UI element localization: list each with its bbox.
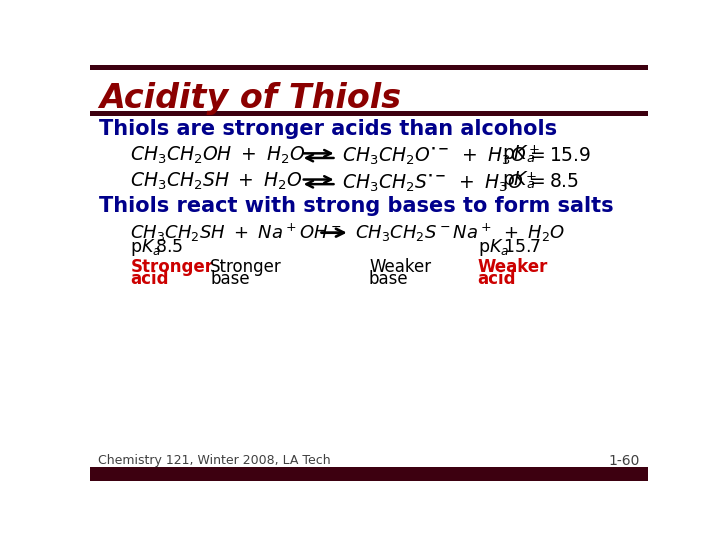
- Text: Weaker: Weaker: [369, 258, 431, 275]
- Text: Stronger: Stronger: [130, 258, 213, 275]
- Text: $CH_3CH_2OH\ +\ H_2O$: $CH_3CH_2OH\ +\ H_2O$: [130, 145, 305, 166]
- Text: Thiols react with strong bases to form salts: Thiols react with strong bases to form s…: [99, 195, 614, 215]
- Text: Weaker: Weaker: [477, 258, 548, 275]
- Text: Acidity of Thiols: Acidity of Thiols: [99, 82, 402, 115]
- Text: 1-60: 1-60: [609, 454, 640, 468]
- Text: $CH_3CH_2S^-Na^+\ +\ H_2O$: $CH_3CH_2S^-Na^+\ +\ H_2O$: [355, 221, 565, 244]
- Text: p$\mathit{K}_a$: p$\mathit{K}_a$: [503, 170, 536, 191]
- Text: acid: acid: [477, 270, 516, 288]
- FancyBboxPatch shape: [90, 111, 648, 116]
- Text: $CH_3CH_2O^{\boldsymbol{\cdot -}}\ +\ H_3O^+$: $CH_3CH_2O^{\boldsymbol{\cdot -}}\ +\ H_…: [342, 144, 540, 167]
- Text: $8.5$: $8.5$: [155, 238, 183, 256]
- Text: base: base: [369, 270, 409, 288]
- Text: Chemistry 121, Winter 2008, LA Tech: Chemistry 121, Winter 2008, LA Tech: [98, 454, 330, 467]
- Text: $CH_3CH_2SH\ +\ Na^+OH^-$: $CH_3CH_2SH\ +\ Na^+OH^-$: [130, 221, 342, 244]
- Text: $15.7$: $15.7$: [503, 238, 541, 256]
- Text: Stronger: Stronger: [210, 258, 282, 275]
- Text: $= 15.9$: $= 15.9$: [526, 146, 592, 165]
- Text: $CH_3CH_2SH\ +\ H_2O$: $CH_3CH_2SH\ +\ H_2O$: [130, 171, 302, 192]
- Text: p$\mathit{K}_a$: p$\mathit{K}_a$: [130, 237, 161, 258]
- Text: acid: acid: [130, 270, 168, 288]
- Text: $CH_3CH_2S^{\boldsymbol{\cdot -}}\ +\ H_3O^+$: $CH_3CH_2S^{\boldsymbol{\cdot -}}\ +\ H_…: [342, 170, 537, 193]
- Text: base: base: [210, 270, 250, 288]
- Text: p$\mathit{K}_a$: p$\mathit{K}_a$: [503, 143, 536, 165]
- Text: $= 8.5$: $= 8.5$: [526, 172, 580, 191]
- FancyBboxPatch shape: [90, 467, 648, 481]
- Text: p$\mathit{K}_a$: p$\mathit{K}_a$: [477, 237, 508, 258]
- Text: Thiols are stronger acids than alcohols: Thiols are stronger acids than alcohols: [99, 119, 557, 139]
- FancyBboxPatch shape: [90, 65, 648, 70]
